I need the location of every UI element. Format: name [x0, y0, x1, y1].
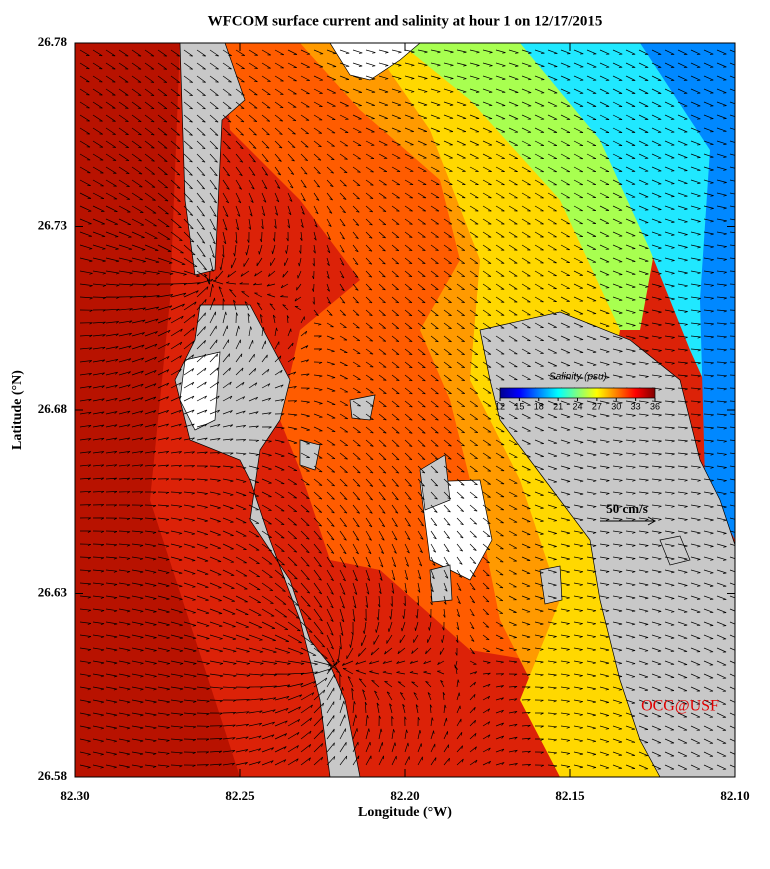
- salinity-region: [75, 43, 240, 777]
- land: [174, 304, 361, 777]
- x-tick-label: 82.25: [225, 788, 255, 803]
- colorbar-ticks: 12 15 18 21 24 27 30 33 36: [495, 398, 660, 411]
- colorbar-title: Salinity (psu): [549, 372, 607, 383]
- colorbar-tick-label: 33: [631, 401, 641, 411]
- colorbar-tick-label: 36: [650, 401, 660, 411]
- land: [179, 43, 246, 276]
- y-tick-label: 26.58: [38, 768, 68, 783]
- land: [479, 311, 735, 777]
- y-tick-label: 26.68: [38, 401, 68, 416]
- no-data-area: [329, 43, 421, 81]
- colorbar-tick-label: 18: [534, 401, 544, 411]
- salinity-region: [520, 43, 735, 450]
- y-tick-label: 26.78: [38, 34, 68, 49]
- axes: 82.30 82.25 82.20 82.15 82.10 26.58 26.63 26.68…: [38, 34, 750, 803]
- colorbar-tick-label: 27: [592, 401, 602, 411]
- x-tick-label: 82.10: [720, 788, 749, 803]
- colorbar-tick-label: 15: [514, 401, 524, 411]
- colorbar-tick-label: 12: [495, 401, 505, 411]
- chart-title: WFCOM surface current and salinity at ho…: [208, 13, 603, 29]
- x-tick-label: 82.15: [555, 788, 585, 803]
- colorbar: [499, 387, 656, 399]
- y-tick-label: 26.63: [38, 584, 68, 599]
- scale-arrow: [600, 516, 657, 526]
- credit: OCG@USF: [641, 698, 719, 715]
- y-axis-label: Latitude (°N): [10, 370, 25, 450]
- current-vectors: [79, 49, 735, 770]
- x-tick-label: 82.30: [60, 788, 89, 803]
- x-tick-label: 82.20: [390, 788, 419, 803]
- scale-arrow-label: 50 cm/s: [606, 501, 648, 516]
- colorbar-tick-label: 24: [572, 401, 582, 411]
- salinity-field: [75, 43, 735, 777]
- land: [299, 394, 691, 605]
- colorbar-tick-label: 30: [611, 401, 621, 411]
- y-tick-label: 26.73: [38, 217, 68, 232]
- colorbar-tick-label: 21: [553, 401, 563, 411]
- x-axis-label: Longitude (°W): [358, 805, 452, 820]
